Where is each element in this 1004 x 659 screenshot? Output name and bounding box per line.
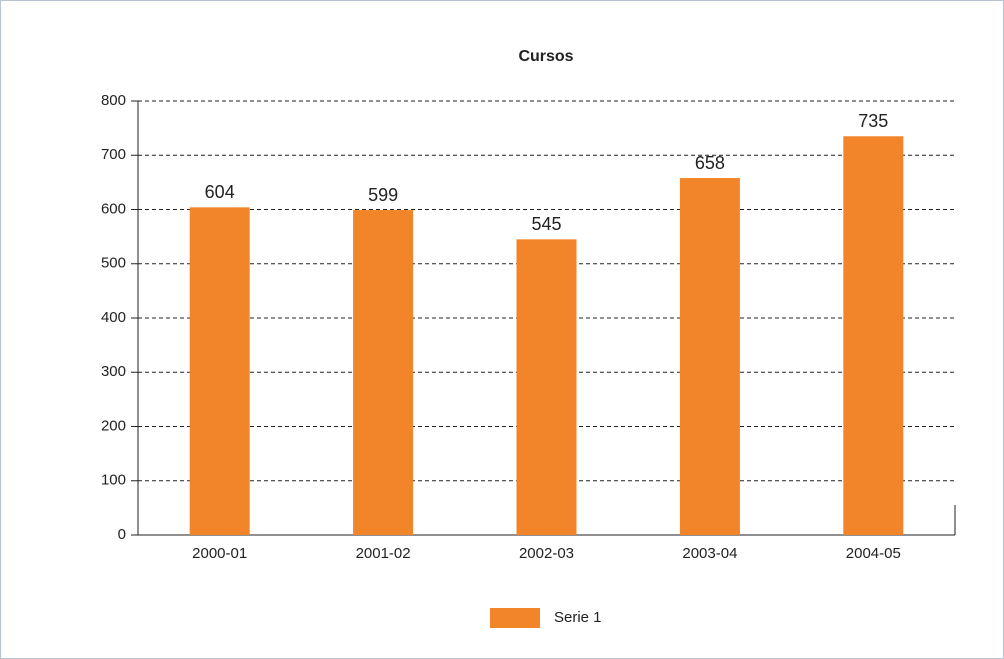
bar (679, 178, 740, 535)
y-tick-label: 500 (101, 255, 126, 272)
y-tick-label: 700 (101, 146, 126, 163)
data-label: 604 (205, 182, 235, 202)
y-tick-label: 100 (101, 472, 126, 489)
data-label: 735 (858, 111, 888, 131)
bar (189, 207, 250, 535)
chart-title: Cursos (518, 48, 573, 65)
x-tick-label: 2001-02 (356, 545, 411, 562)
bar (516, 239, 577, 535)
x-tick-label: 2002-03 (519, 545, 574, 562)
y-tick-label: 400 (101, 309, 126, 326)
y-tick-label: 600 (101, 200, 126, 217)
legend-label: Serie 1 (554, 609, 602, 626)
y-tick-label: 300 (101, 363, 126, 380)
legend-swatch (490, 608, 540, 628)
x-tick-label: 2000-01 (192, 545, 247, 562)
x-tick-label: 2004-05 (846, 545, 901, 562)
bar (843, 136, 904, 535)
x-tick-label: 2003-04 (682, 545, 737, 562)
y-tick-label: 0 (118, 526, 126, 543)
data-label: 545 (531, 214, 561, 234)
data-label: 599 (368, 185, 398, 205)
y-tick-label: 800 (101, 92, 126, 109)
bar (353, 210, 414, 536)
data-label: 658 (695, 153, 725, 173)
y-tick-label: 200 (101, 417, 126, 434)
